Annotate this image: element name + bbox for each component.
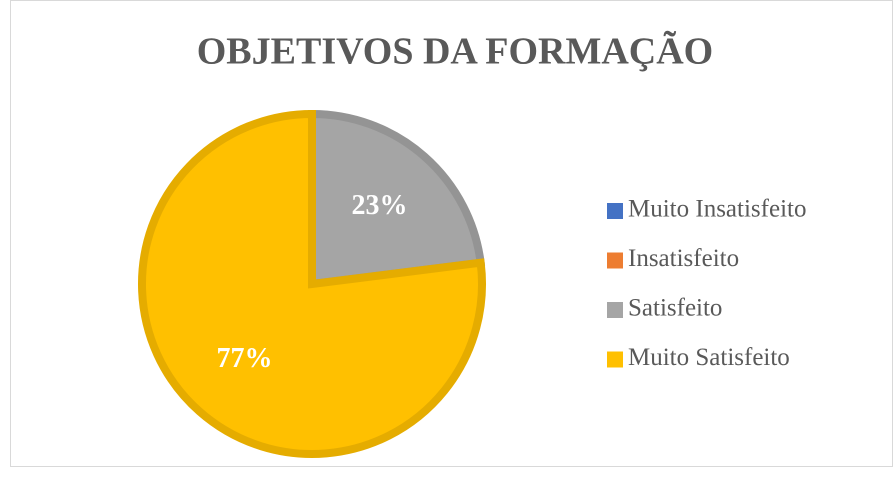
legend-label: Satisfeito — [628, 295, 722, 322]
pie-slice — [138, 109, 486, 458]
chart-title: OBJETIVOS DA FORMAÇÃO — [197, 31, 714, 73]
data-label: 77% — [217, 343, 273, 374]
legend-label: Insatisfeito — [628, 245, 739, 272]
legend-label: Muito Satisfeito — [628, 344, 790, 371]
pie-slice — [308, 109, 486, 289]
legend-label: Muito Insatisfeito — [628, 196, 806, 223]
data-label: 23% — [351, 190, 407, 221]
legend-swatch — [607, 203, 623, 219]
pie-slice-edge — [308, 109, 486, 289]
legend-swatch — [607, 302, 623, 318]
legend-swatch — [607, 351, 623, 368]
legend-swatch — [607, 252, 623, 269]
pie-slice-edge — [138, 109, 486, 458]
